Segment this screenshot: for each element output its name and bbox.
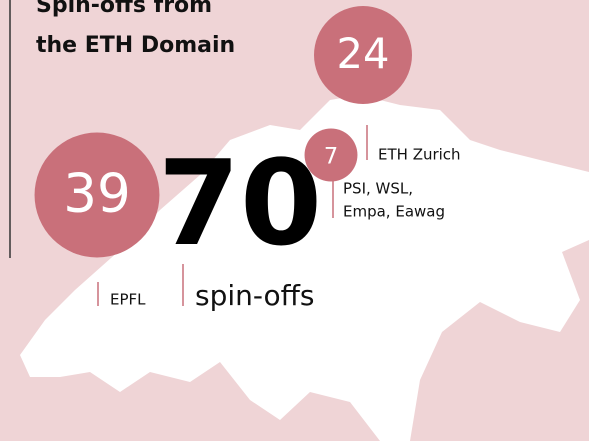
institution-label: PSI, WSL,	[343, 180, 413, 198]
bubble	[314, 6, 412, 104]
title-line: Spin-offs from	[36, 0, 212, 18]
bubble-value: 7	[324, 144, 338, 170]
map-switzerland	[20, 95, 589, 441]
bubble-label: ETH Zurich	[378, 146, 461, 164]
institution-label: Empa, Eawag	[343, 203, 445, 221]
title-line: the ETH Domain	[36, 33, 235, 58]
total-label: spin-offs	[195, 279, 315, 312]
bubble	[304, 128, 358, 182]
bubble	[34, 132, 160, 258]
bubble-label: EPFL	[110, 291, 146, 309]
bubble-value: 39	[63, 163, 131, 225]
total-value: 70	[158, 134, 322, 272]
bubble-value: 24	[337, 29, 390, 78]
